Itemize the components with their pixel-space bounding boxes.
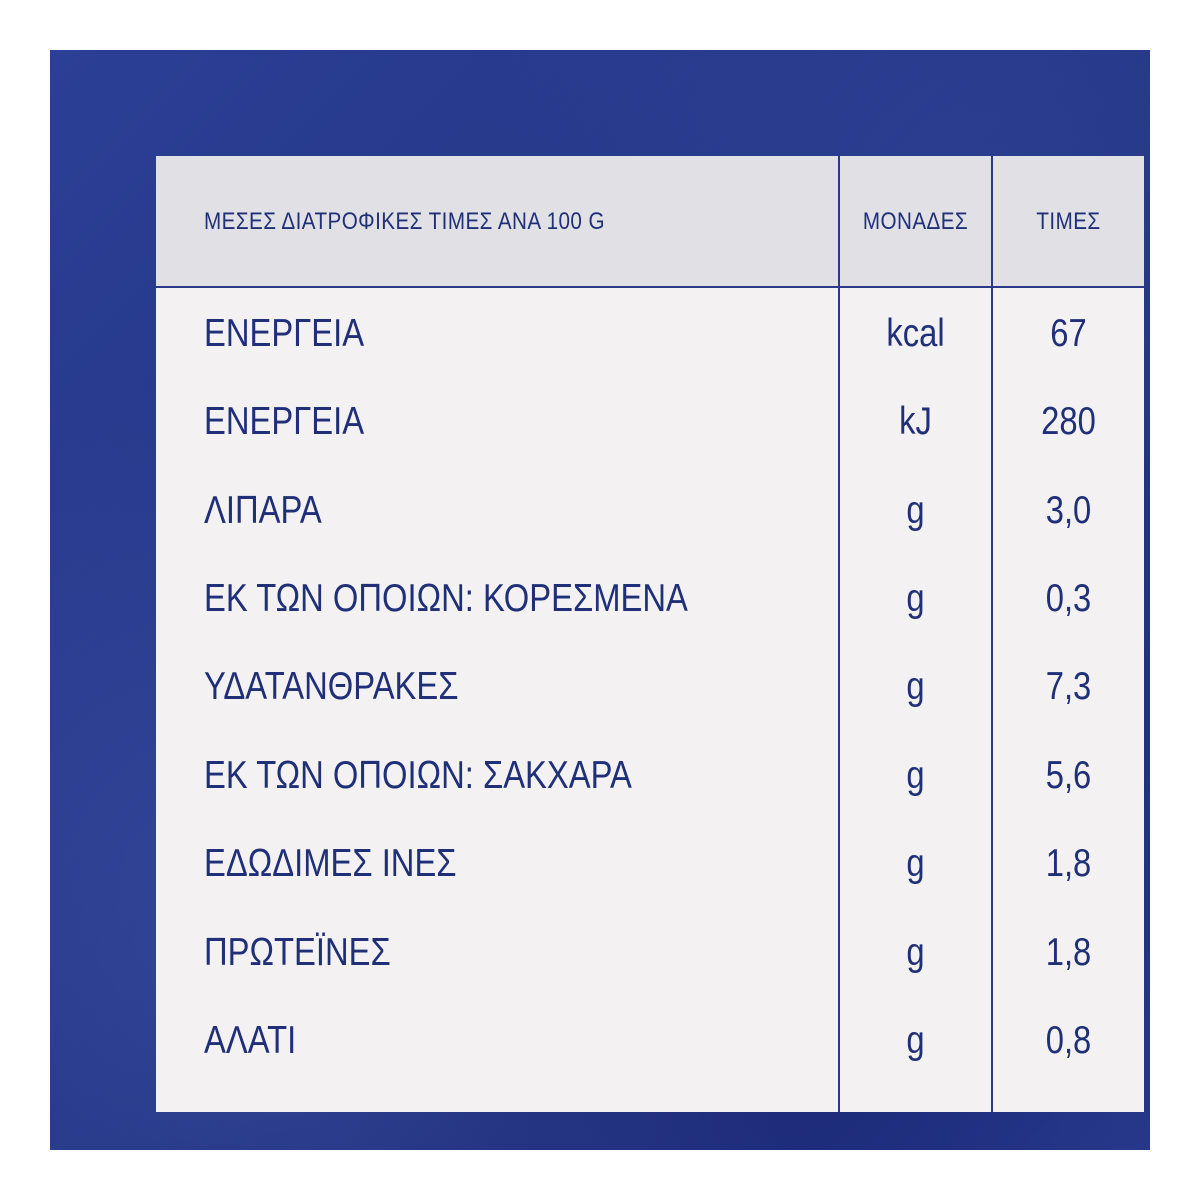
- nutrient-value: 0,8: [1045, 1019, 1092, 1062]
- column-divider-values: [991, 156, 993, 1112]
- nutrient-value: 1,8: [1045, 931, 1092, 974]
- nutrient-name: ΠΡΩΤΕΪΝΕΣ: [204, 931, 391, 974]
- nutrient-unit: kcal: [886, 312, 945, 355]
- nutrient-value: 7,3: [1045, 665, 1092, 708]
- nutrient-unit: kJ: [899, 400, 932, 443]
- nutrient-name: ΥΔΑΤΑΝΘΡΑΚΕΣ: [204, 665, 459, 708]
- nutrient-value: 3,0: [1045, 489, 1092, 532]
- header-nutrient-label: ΜΕΣΕΣ ΔΙΑΤΡΟΦΙΚΕΣ ΤΙΜΕΣ ΑΝΑ 100 G: [204, 208, 605, 235]
- nutrient-name: ΛΙΠΑΡΑ: [204, 489, 322, 532]
- table-row: ΠΡΩΤΕΪΝΕΣ g 1,8: [156, 909, 1144, 997]
- blue-textured-background: ΜΕΣΕΣ ΔΙΑΤΡΟΦΙΚΕΣ ΤΙΜΕΣ ΑΝΑ 100 G ΜΟΝΑΔΕ…: [50, 50, 1150, 1150]
- table-header: ΜΕΣΕΣ ΔΙΑΤΡΟΦΙΚΕΣ ΤΙΜΕΣ ΑΝΑ 100 G ΜΟΝΑΔΕ…: [156, 156, 1144, 288]
- nutrient-value: 5,6: [1045, 754, 1092, 797]
- nutrient-name: ΕΝΕΡΓΕΙΑ: [204, 400, 365, 443]
- nutrient-name: ΕΝΕΡΓΕΙΑ: [204, 312, 365, 355]
- nutrient-name: ΑΛΑΤΙ: [204, 1019, 297, 1062]
- nutrient-name: ΕΚ ΤΩΝ ΟΠΟΙΩΝ: ΣΑΚΧΑΡΑ: [204, 754, 632, 797]
- nutrient-unit: g: [906, 842, 925, 885]
- nutrient-name: ΕΔΩΔΙΜΕΣ ΙΝΕΣ: [204, 842, 457, 885]
- table-row: ΕΔΩΔΙΜΕΣ ΙΝΕΣ g 1,8: [156, 820, 1144, 908]
- nutrient-unit: g: [906, 754, 925, 797]
- header-units-label: ΜΟΝΑΔΕΣ: [862, 208, 969, 235]
- nutrient-value: 280: [1041, 400, 1096, 443]
- nutrition-table: ΜΕΣΕΣ ΔΙΑΤΡΟΦΙΚΕΣ ΤΙΜΕΣ ΑΝΑ 100 G ΜΟΝΑΔΕ…: [156, 156, 1144, 1112]
- header-values-label: ΤΙΜΕΣ: [1036, 208, 1101, 235]
- nutrient-value: 1,8: [1045, 842, 1092, 885]
- nutrient-unit: g: [906, 489, 925, 532]
- nutrient-unit: g: [906, 1019, 925, 1062]
- nutrient-unit: g: [906, 665, 925, 708]
- table-row: ΛΙΠΑΡΑ g 3,0: [156, 467, 1144, 555]
- column-divider-units: [838, 156, 840, 1112]
- table-row: ΕΝΕΡΓΕΙΑ kcal 67: [156, 290, 1144, 378]
- table-row: ΥΔΑΤΑΝΘΡΑΚΕΣ g 7,3: [156, 643, 1144, 731]
- nutrient-value: 67: [1050, 312, 1087, 355]
- nutrient-value: 0,3: [1045, 577, 1092, 620]
- table-row: ΕΚ ΤΩΝ ΟΠΟΙΩΝ: ΚΟΡΕΣΜΕΝΑ g 0,3: [156, 555, 1144, 643]
- table-row: ΑΛΑΤΙ g 0,8: [156, 997, 1144, 1085]
- table-row: ΕΚ ΤΩΝ ΟΠΟΙΩΝ: ΣΑΚΧΑΡΑ g 5,6: [156, 732, 1144, 820]
- nutrient-name: ΕΚ ΤΩΝ ΟΠΟΙΩΝ: ΚΟΡΕΣΜΕΝΑ: [204, 577, 688, 620]
- nutrient-unit: g: [906, 931, 925, 974]
- nutrient-unit: g: [906, 577, 925, 620]
- table-row: ΕΝΕΡΓΕΙΑ kJ 280: [156, 378, 1144, 466]
